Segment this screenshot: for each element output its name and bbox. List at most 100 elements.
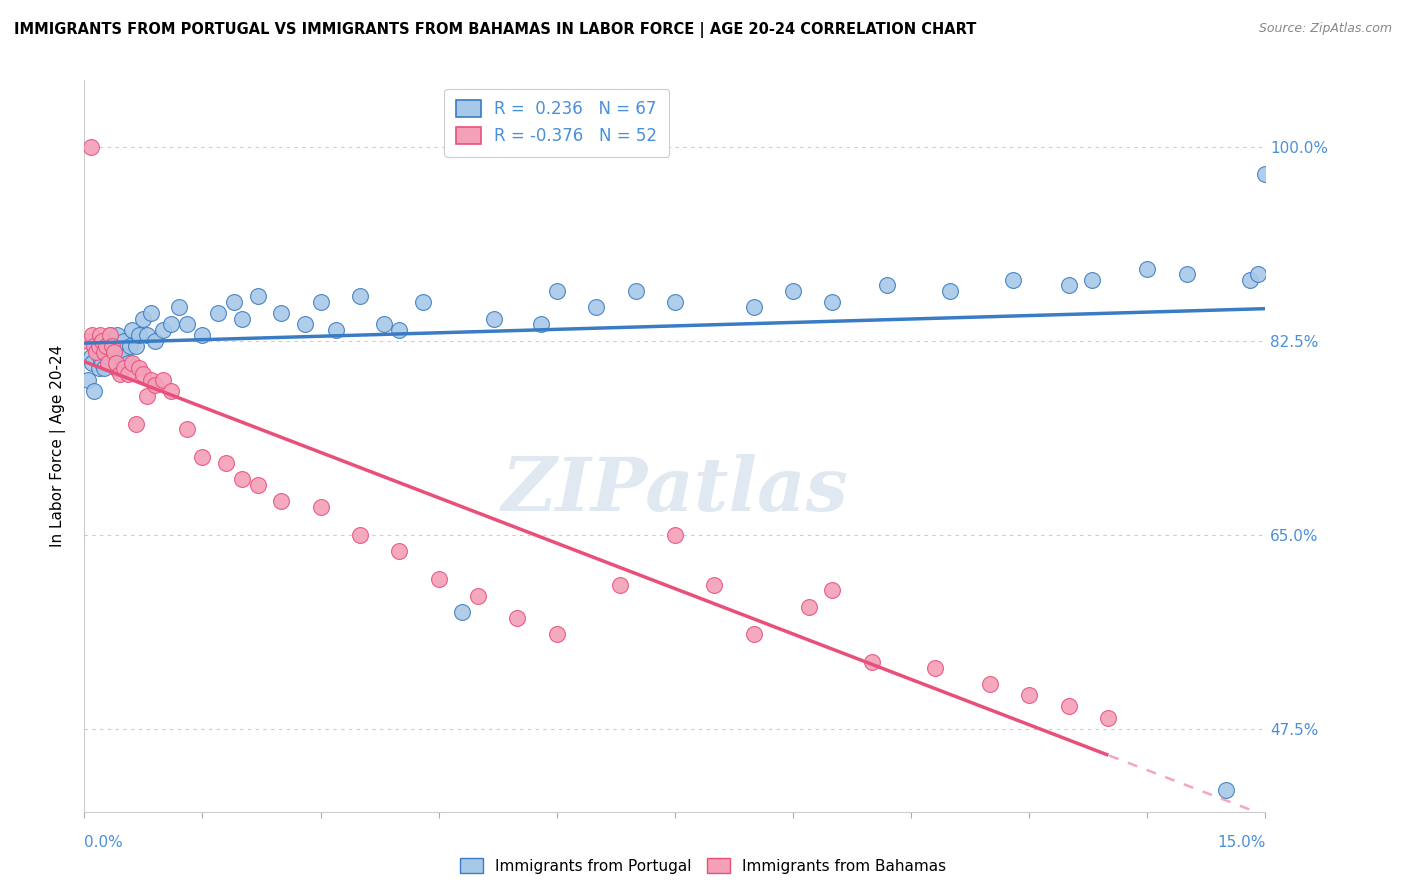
Point <box>101 339 124 353</box>
Point <box>103 344 125 359</box>
Point <box>309 294 332 309</box>
Point <box>141 372 163 386</box>
Point <box>876 278 898 293</box>
Point <box>703 577 725 591</box>
Point <box>118 339 141 353</box>
Point <box>821 583 844 598</box>
Point <box>124 417 146 431</box>
Point <box>141 306 163 320</box>
Point <box>309 500 332 514</box>
Point <box>388 544 411 558</box>
Point <box>98 328 121 343</box>
Point <box>87 361 110 376</box>
Point <box>77 372 100 386</box>
Point <box>167 301 190 315</box>
Point <box>77 334 100 348</box>
Point <box>231 311 253 326</box>
Point <box>98 328 121 343</box>
Point <box>546 627 568 641</box>
Text: 15.0%: 15.0% <box>1218 836 1265 850</box>
Point <box>782 284 804 298</box>
Point <box>797 599 820 614</box>
Point <box>96 334 118 348</box>
Point <box>246 289 269 303</box>
Text: 0.0%: 0.0% <box>84 836 124 850</box>
Point <box>93 361 115 376</box>
Point <box>83 339 105 353</box>
Legend: Immigrants from Portugal, Immigrants from Bahamas: Immigrants from Portugal, Immigrants fro… <box>454 852 952 880</box>
Y-axis label: In Labor Force | Age 20-24: In Labor Force | Age 20-24 <box>49 345 66 547</box>
Point <box>546 284 568 298</box>
Point <box>176 317 198 331</box>
Point <box>742 627 765 641</box>
Point <box>97 356 120 370</box>
Point <box>117 356 139 370</box>
Point <box>664 527 686 541</box>
Point <box>112 334 135 348</box>
Point <box>482 311 505 326</box>
Point <box>609 577 631 591</box>
Point <box>1215 782 1237 797</box>
Point <box>83 384 105 398</box>
Point <box>624 284 647 298</box>
Point <box>924 660 946 674</box>
Point <box>132 311 155 326</box>
Point <box>104 356 127 370</box>
Point <box>1239 273 1261 287</box>
Point <box>132 367 155 381</box>
Point <box>506 611 529 625</box>
Point <box>143 378 166 392</box>
Point <box>112 361 135 376</box>
Point <box>349 289 371 303</box>
Point <box>1018 689 1040 703</box>
Point <box>97 351 120 365</box>
Point <box>93 344 115 359</box>
Point <box>160 317 183 331</box>
Point <box>101 339 124 353</box>
Point <box>89 328 111 343</box>
Point <box>136 389 159 403</box>
Point <box>860 655 883 669</box>
Point <box>103 344 125 359</box>
Point <box>1136 261 1159 276</box>
Point <box>117 367 139 381</box>
Point <box>270 306 292 320</box>
Point <box>349 527 371 541</box>
Point <box>451 605 474 619</box>
Point <box>111 361 134 376</box>
Point <box>191 450 214 464</box>
Point <box>1081 273 1104 287</box>
Point <box>270 494 292 508</box>
Point <box>79 140 101 154</box>
Point <box>136 328 159 343</box>
Point <box>121 356 143 370</box>
Point <box>90 334 112 348</box>
Point <box>1175 267 1198 281</box>
Point <box>1254 168 1277 182</box>
Point <box>114 351 136 365</box>
Point <box>128 328 150 343</box>
Point <box>87 339 110 353</box>
Point <box>128 361 150 376</box>
Point <box>207 306 229 320</box>
Point <box>191 328 214 343</box>
Point <box>294 317 316 331</box>
Point <box>152 323 174 337</box>
Point <box>325 323 347 337</box>
Point <box>246 477 269 491</box>
Point <box>939 284 962 298</box>
Point <box>104 361 127 376</box>
Point <box>143 334 166 348</box>
Point <box>388 323 411 337</box>
Legend: R =  0.236   N = 67, R = -0.376   N = 52: R = 0.236 N = 67, R = -0.376 N = 52 <box>444 88 669 157</box>
Point <box>585 301 607 315</box>
Text: ZIPatlas: ZIPatlas <box>502 454 848 526</box>
Point <box>530 317 553 331</box>
Point <box>1097 710 1119 724</box>
Point <box>176 422 198 436</box>
Point <box>84 339 107 353</box>
Point <box>231 472 253 486</box>
Point <box>1002 273 1025 287</box>
Point <box>821 294 844 309</box>
Point <box>79 351 101 365</box>
